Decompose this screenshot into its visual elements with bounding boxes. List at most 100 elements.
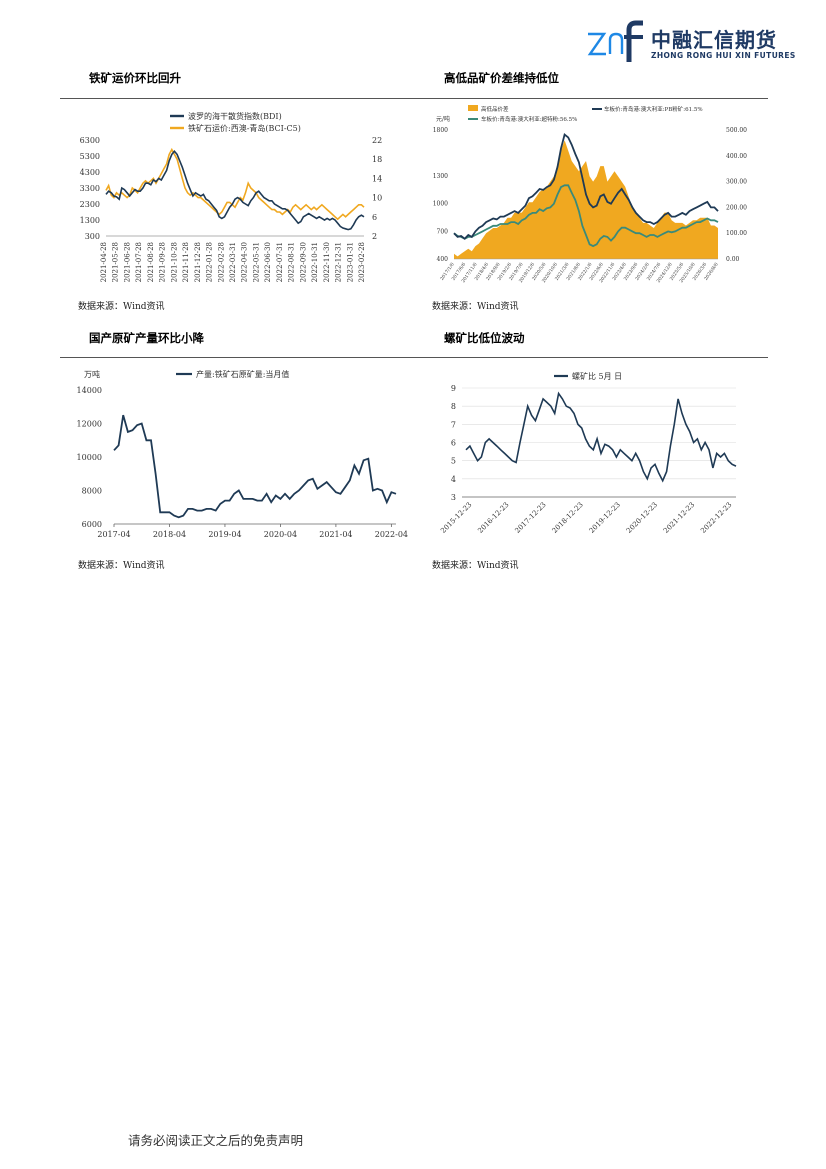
x-tick-label: 2023-01-31 (346, 242, 354, 282)
section-divider (60, 357, 768, 358)
y-tick-label-left: 300 (85, 232, 100, 241)
x-tick-label: 2021-08-28 (147, 242, 155, 282)
y-axis-label: 元/吨 (436, 115, 450, 123)
x-tick-label: 2022-10-31 (311, 242, 319, 282)
chart-domestic-output: 万吨 产量:铁矿石原矿量:当月值 14000 12000 10000 8000 6000 20… (77, 364, 408, 542)
y-tick-label: 6 (451, 439, 456, 448)
y-tick-label-left: 1800 (433, 127, 448, 134)
y-tick-label: 6000 (82, 520, 102, 529)
x-tick-label: 2022-02-28 (217, 242, 225, 282)
x-tick-label: 2022-04 (375, 530, 408, 539)
y-tick-label: 8 (451, 402, 456, 411)
legend-label: 产量:铁矿石原矿量:当月值 (196, 369, 289, 379)
y-tick-label-right: 14 (372, 174, 382, 183)
y-tick-label-left: 1000 (433, 201, 448, 208)
x-tick-label: 2022-07-31 (276, 242, 284, 282)
x-tick-label: 2016-12-23 (476, 501, 510, 535)
x-tick-label: 2022-03-31 (229, 242, 237, 282)
x-tick-label: 2021-12-23 (662, 501, 696, 535)
x-tick-label: 2021-10-28 (170, 242, 178, 282)
y-tick-label: 14000 (77, 386, 102, 395)
x-tick-label: 2023-02-28 (358, 242, 366, 282)
x-tick-label: 2021-05-28 (112, 242, 120, 282)
footer-disclaimer: 请务必阅读正文之后的免责声明 (128, 1133, 304, 1148)
legend-label: 波罗的海干散货指数(BDI) (188, 111, 282, 121)
y-tick-label-right: 400.00 (726, 153, 747, 160)
legend-label: 铁矿石运价:西澳-青岛(BCI-C5) (188, 123, 301, 133)
series-line-output (113, 414, 397, 519)
section-title-domestic-output: 国产原矿产量环比小降 (89, 331, 204, 345)
x-tick-label: 2019-04 (208, 530, 241, 539)
x-tick-label: 2022-04-30 (241, 242, 249, 282)
y-tick-label-right: 22 (372, 136, 382, 145)
x-tick-label: 2020-12-23 (625, 501, 659, 535)
legend-label: 车板价:青岛港:澳大利亚:超特粉:56.5% (481, 115, 577, 123)
y-tick-label: 10000 (77, 453, 102, 462)
x-tick-label: 2020-04 (264, 530, 297, 539)
y-tick-label-left: 400 (437, 256, 449, 263)
x-tick-label: 2022-06-30 (264, 242, 272, 282)
y-tick-label-left: 2300 (80, 200, 100, 209)
chart-domestic-output-svg: 万吨 产量:铁矿石原矿量:当月值1400012000100008000600020… (77, 369, 408, 539)
x-tick-label: 2015-12-23 (439, 501, 473, 535)
y-tick-label-left: 4300 (80, 168, 100, 177)
y-tick-label: 7 (451, 420, 456, 429)
y-axis-label: 万吨 (84, 369, 100, 379)
x-tick-label: 2018-04 (153, 530, 186, 539)
source-note: 数据来源：Wind资讯 (78, 561, 165, 571)
source-note: 数据来源：Wind资讯 (432, 561, 519, 571)
x-tick-label: 2021-04-28 (100, 242, 108, 282)
legend-label: 车板价:青岛港:澳大利亚:PB粉矿:61.5% (604, 105, 703, 113)
source-note: 数据来源：Wind资讯 (78, 302, 165, 312)
x-tick-label: 2017-04 (97, 530, 130, 539)
x-tick-label: 2017-12-23 (514, 501, 548, 535)
legend-swatch (468, 105, 478, 111)
y-tick-label-left: 3300 (80, 184, 100, 193)
x-tick-label: 2021-12-28 (194, 242, 202, 282)
y-tick-label: 4 (451, 475, 456, 484)
series-line-bdi (105, 149, 365, 231)
x-tick-label: 2022-11-30 (323, 242, 331, 282)
y-tick-label: 3 (451, 493, 456, 502)
y-tick-label-left: 1300 (80, 216, 100, 225)
x-tick-label: 2022-09-30 (299, 242, 307, 282)
x-tick-label: 2021-09-28 (159, 242, 167, 282)
x-tick-label: 2022-08-31 (288, 242, 296, 282)
source-note: 数据来源：Wind资讯 (432, 302, 519, 312)
y-tick-label-left: 5300 (80, 152, 100, 161)
y-tick-label: 9 (451, 384, 456, 393)
x-tick-label: 2021-11-28 (182, 242, 190, 282)
x-tick-label: 2019-12-23 (588, 501, 622, 535)
y-tick-label-right: 2 (372, 232, 377, 241)
x-tick-label: 2021-04 (319, 530, 352, 539)
legend-label: 螺矿比 5月 日 (572, 371, 622, 381)
y-tick-label-right: 300.00 (726, 179, 747, 186)
y-tick-label-left: 700 (437, 228, 449, 235)
x-tick-label: 2022-05-31 (252, 242, 260, 282)
y-tick-label-right: 6 (372, 213, 377, 222)
y-tick-label: 5 (451, 457, 456, 466)
x-tick-label: 2022-12-23 (699, 501, 733, 535)
y-tick-label-left: 1300 (433, 173, 448, 180)
chart-spread: 高低品价差 车板价:青岛港:澳大利亚:PB粉矿:61.5% 车板价:青岛港:澳大利亚… (432, 102, 747, 294)
series-line-ratio (465, 391, 737, 483)
chart-rebar-ore-ratio: 螺矿比 5月 日 9 8 7 6 5 4 3 2015-12-23 2016-12-23 2017-… (432, 364, 744, 552)
section-divider (60, 98, 768, 99)
y-tick-label-right: 0.00 (726, 256, 740, 263)
chart-freight-svg: 波罗的海干散货指数(BDI)铁矿石运价:西澳-青岛(BCI-C5)6300530… (80, 111, 383, 282)
x-tick-label: 2022-12-31 (335, 242, 343, 282)
legend-label: 高低品价差 (481, 105, 509, 113)
y-tick-label-left: 6300 (80, 136, 100, 145)
chart-spread-svg: 高低品价差 车板价:青岛港:澳大利亚:PB粉矿:61.5% 车板价:青岛港:澳大利亚… (433, 105, 747, 284)
logo-mark-icon (587, 20, 643, 62)
y-tick-label-right: 500.00 (726, 127, 747, 134)
series-line-pb (453, 133, 719, 240)
y-tick-label-right: 100.00 (726, 230, 747, 237)
series-line-bci-c5 (105, 147, 365, 221)
y-tick-label-right: 18 (372, 155, 382, 164)
logo-english-name: ZHONG RONG HUI XIN FUTURES (651, 51, 796, 60)
series-line-super-special (453, 184, 719, 248)
section-title-freight: 铁矿运价环比回升 (89, 71, 181, 85)
logo-chinese-name: 中融汇信期货 (651, 28, 777, 52)
